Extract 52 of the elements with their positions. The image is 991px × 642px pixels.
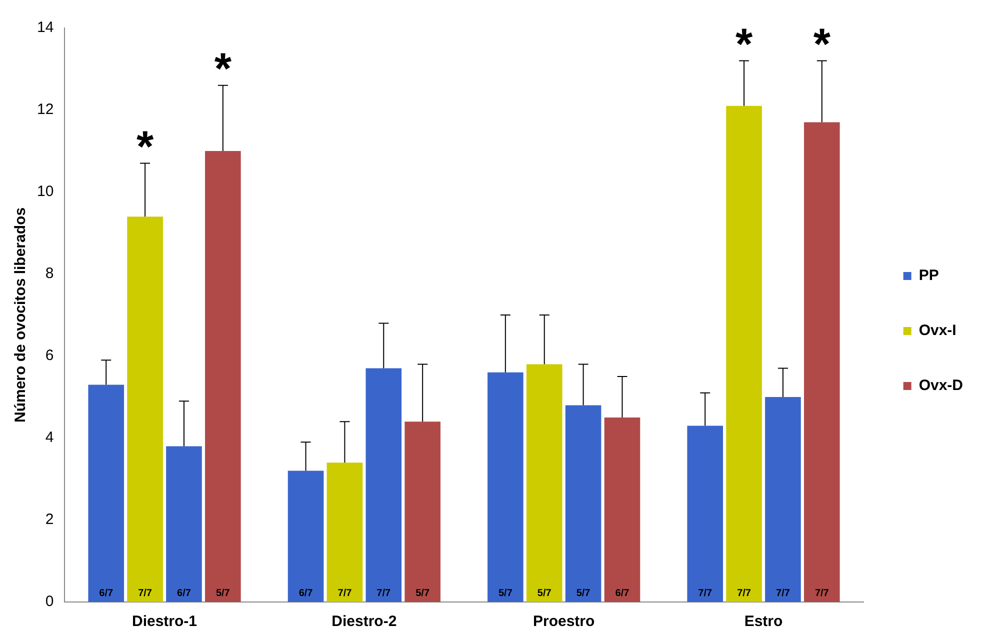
bar <box>205 151 241 602</box>
y-axis-title: Número de ovocitos liberados <box>12 207 30 423</box>
y-tick-label: 14 <box>36 19 54 36</box>
y-tick-label: 2 <box>45 511 54 528</box>
y-tick-label: 10 <box>36 183 54 200</box>
bar <box>404 422 440 602</box>
annotation: * <box>735 20 754 69</box>
x-tick-label: Estro <box>744 613 783 630</box>
annotation: * <box>813 20 832 69</box>
bar <box>765 397 801 602</box>
bar <box>804 122 840 602</box>
bar <box>687 426 723 602</box>
data-label: 5/7 <box>576 588 591 599</box>
legend-label: Ovx-D <box>918 377 964 394</box>
data-label: 5/7 <box>216 588 230 599</box>
y-tick-label: 8 <box>45 265 54 282</box>
data-label: 7/7 <box>814 588 830 599</box>
bar <box>488 372 524 602</box>
y-tick-label: 12 <box>36 101 54 118</box>
bar <box>726 106 762 602</box>
data-label: 7/7 <box>698 588 712 599</box>
bar <box>326 462 363 602</box>
data-label: 7/7 <box>138 588 152 599</box>
data-label: 5/7 <box>416 588 430 599</box>
bar <box>166 446 202 602</box>
bar <box>88 384 124 602</box>
data-label: 7/7 <box>776 588 790 599</box>
x-tick-label: Diestro-2 <box>332 613 397 630</box>
bar <box>366 368 402 602</box>
bar <box>565 405 602 602</box>
data-label: 5/7 <box>537 588 552 599</box>
y-tick-label: 0 <box>45 593 54 610</box>
y-tick-label: 4 <box>45 429 54 446</box>
legend-label: PP <box>918 267 939 284</box>
data-label: 5/7 <box>498 588 513 599</box>
data-label: 6/7 <box>615 588 630 599</box>
legend-label: Ovx-I <box>918 322 956 340</box>
data-label: 6/7 <box>298 588 314 599</box>
data-label: 7/7 <box>376 588 392 599</box>
data-label: 7/7 <box>737 588 752 599</box>
bar <box>526 364 562 602</box>
bar <box>127 216 163 602</box>
annotation: * <box>136 122 154 172</box>
annotation: * <box>214 44 232 94</box>
data-label: 7/7 <box>338 588 352 599</box>
x-tick-label: Diestro-1 <box>132 613 198 630</box>
data-label: 6/7 <box>99 588 114 599</box>
x-tick-label: Proestro <box>532 613 595 630</box>
y-tick-label: 6 <box>45 347 54 364</box>
bar <box>604 418 640 602</box>
data-label: 6/7 <box>177 588 192 599</box>
bar <box>288 470 324 602</box>
